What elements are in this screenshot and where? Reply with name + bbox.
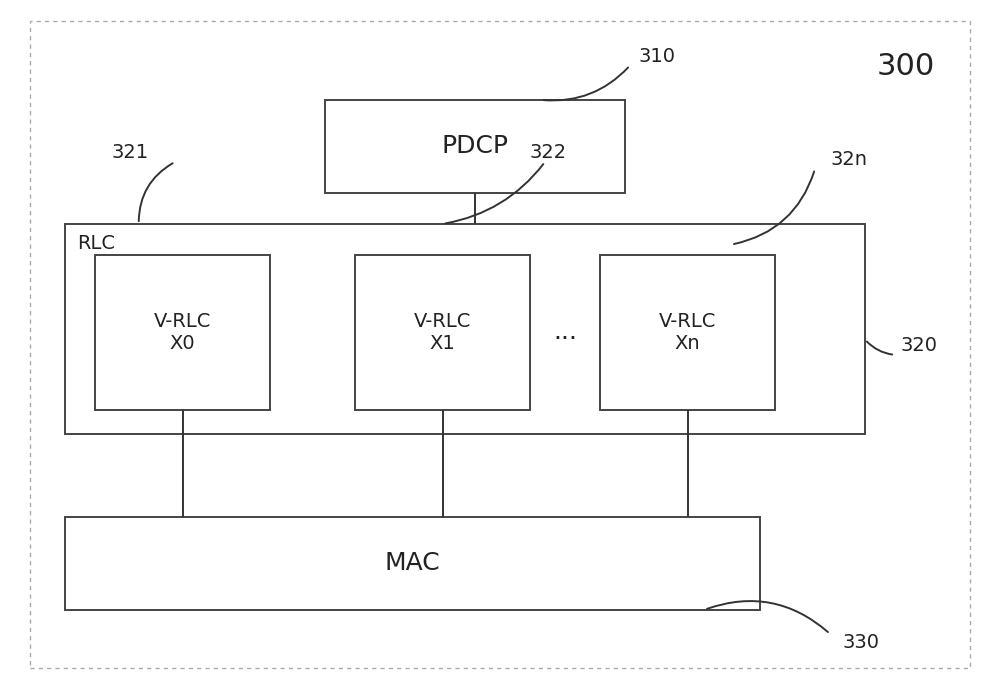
Bar — [95, 255, 270, 410]
Text: 330: 330 — [843, 633, 880, 652]
Bar — [600, 255, 775, 410]
Text: 310: 310 — [638, 47, 675, 66]
Text: V-RLC
X0: V-RLC X0 — [154, 312, 211, 353]
Text: V-RLC
Xn: V-RLC Xn — [659, 312, 716, 353]
Bar — [325, 100, 625, 193]
Bar — [355, 255, 530, 410]
Text: RLC: RLC — [77, 234, 115, 254]
Text: PDCP: PDCP — [442, 134, 509, 158]
Text: 320: 320 — [900, 336, 937, 356]
Text: 32n: 32n — [830, 150, 867, 169]
Text: MAC: MAC — [385, 551, 440, 575]
Bar — [65, 224, 865, 434]
Text: 300: 300 — [877, 52, 935, 81]
Text: 321: 321 — [111, 143, 149, 163]
Bar — [65, 517, 760, 610]
Text: ...: ... — [553, 320, 577, 344]
Text: 322: 322 — [529, 143, 567, 163]
Text: V-RLC
X1: V-RLC X1 — [414, 312, 471, 353]
